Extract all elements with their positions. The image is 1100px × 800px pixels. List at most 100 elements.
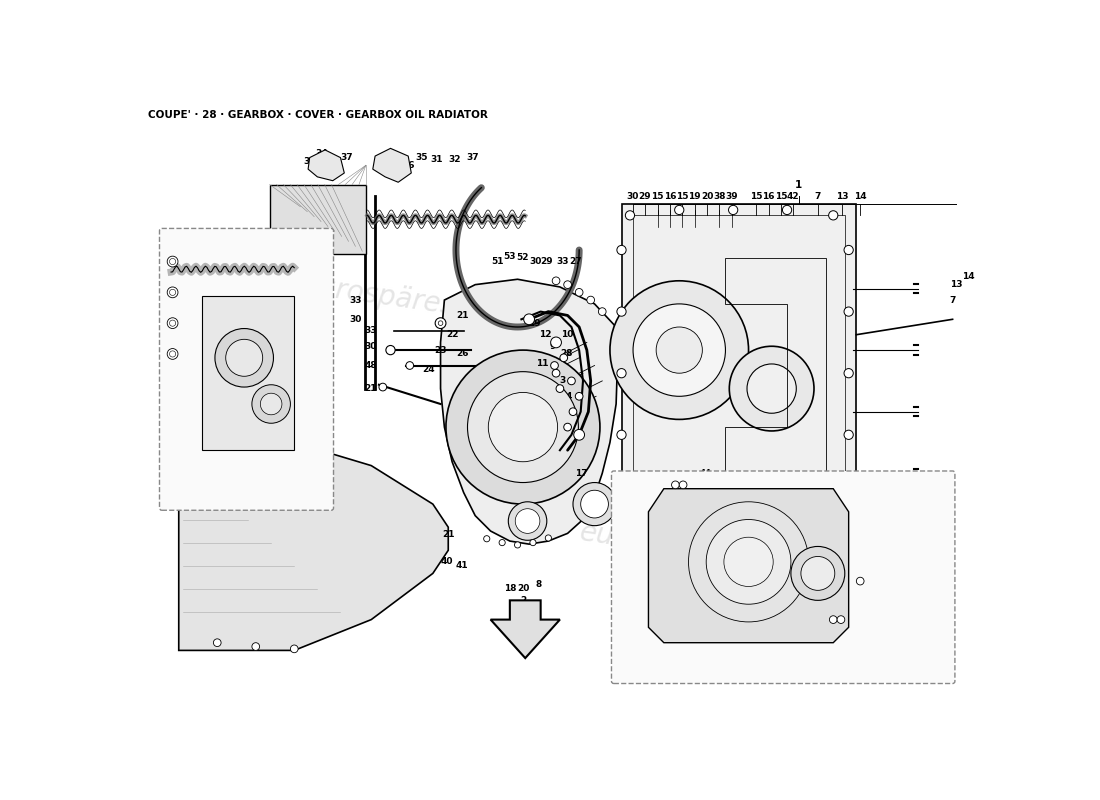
Text: 44: 44 <box>850 609 862 618</box>
Text: 33: 33 <box>167 246 178 254</box>
Text: 29: 29 <box>638 192 651 201</box>
Polygon shape <box>308 150 344 181</box>
Text: 21: 21 <box>455 311 469 320</box>
Text: 30: 30 <box>364 342 376 350</box>
Text: 14: 14 <box>961 273 975 282</box>
Circle shape <box>617 430 626 439</box>
Circle shape <box>706 519 791 604</box>
Circle shape <box>586 296 595 304</box>
Text: 36: 36 <box>402 161 415 170</box>
Circle shape <box>829 616 837 623</box>
Circle shape <box>214 329 274 387</box>
Text: 16: 16 <box>762 192 774 201</box>
Text: 27: 27 <box>569 257 582 266</box>
Circle shape <box>488 393 558 462</box>
Circle shape <box>674 518 684 528</box>
Circle shape <box>801 557 835 590</box>
Text: 2: 2 <box>520 596 527 605</box>
Text: 43: 43 <box>670 503 681 513</box>
Circle shape <box>436 318 446 329</box>
Text: 44: 44 <box>700 469 712 478</box>
Text: 33: 33 <box>556 257 569 266</box>
Text: 4: 4 <box>565 392 572 401</box>
Circle shape <box>675 489 822 635</box>
Text: 13: 13 <box>950 280 962 289</box>
Text: 30: 30 <box>350 314 362 324</box>
FancyBboxPatch shape <box>160 229 333 510</box>
Circle shape <box>546 535 551 541</box>
Text: 33: 33 <box>364 326 376 335</box>
Circle shape <box>560 354 568 362</box>
Circle shape <box>167 256 178 267</box>
Circle shape <box>167 318 178 329</box>
Text: 50: 50 <box>201 233 213 242</box>
Text: 15: 15 <box>676 192 689 201</box>
Circle shape <box>524 314 535 325</box>
Circle shape <box>671 481 680 489</box>
Text: 12: 12 <box>658 509 670 518</box>
Circle shape <box>446 350 600 504</box>
Text: 11: 11 <box>536 359 549 369</box>
Text: 9: 9 <box>550 342 557 350</box>
Circle shape <box>167 287 178 298</box>
Circle shape <box>729 346 814 431</box>
Text: 49: 49 <box>234 233 246 242</box>
Text: 30: 30 <box>192 369 204 378</box>
Text: 11: 11 <box>647 514 658 522</box>
Circle shape <box>169 258 176 265</box>
Circle shape <box>552 370 560 377</box>
Circle shape <box>169 290 176 295</box>
Circle shape <box>378 383 387 391</box>
Circle shape <box>290 645 298 653</box>
Text: 39: 39 <box>725 192 738 201</box>
Circle shape <box>386 346 395 354</box>
Text: 6: 6 <box>527 396 534 405</box>
Text: 41: 41 <box>455 562 469 570</box>
Circle shape <box>656 327 703 373</box>
Circle shape <box>617 307 626 316</box>
Circle shape <box>169 320 176 326</box>
Circle shape <box>563 281 572 289</box>
Text: 15: 15 <box>774 192 788 201</box>
Text: eurospäres: eurospäres <box>639 226 796 274</box>
Text: 47: 47 <box>876 602 887 612</box>
Circle shape <box>574 430 584 440</box>
Text: 47: 47 <box>670 475 681 484</box>
Text: 7: 7 <box>815 192 821 201</box>
Circle shape <box>828 210 838 220</box>
Circle shape <box>252 442 260 450</box>
Circle shape <box>598 308 606 315</box>
Circle shape <box>680 481 686 489</box>
Text: 30: 30 <box>627 192 639 201</box>
Circle shape <box>515 509 540 534</box>
Text: eurospäres: eurospäres <box>578 518 735 567</box>
Polygon shape <box>649 489 849 642</box>
Polygon shape <box>491 600 560 658</box>
Text: 24: 24 <box>422 365 436 374</box>
Circle shape <box>551 362 559 370</box>
Text: F1: F1 <box>774 666 792 678</box>
Text: 40: 40 <box>440 558 453 566</box>
Circle shape <box>724 538 773 586</box>
Circle shape <box>844 430 854 439</box>
Circle shape <box>468 372 579 482</box>
Text: 38: 38 <box>713 192 726 201</box>
Text: 37: 37 <box>340 153 353 162</box>
Circle shape <box>515 542 520 548</box>
Text: 17: 17 <box>575 469 587 478</box>
Circle shape <box>625 514 635 522</box>
Circle shape <box>569 408 576 415</box>
Circle shape <box>438 321 443 326</box>
Bar <box>270 185 366 254</box>
Text: 3: 3 <box>559 376 565 386</box>
Circle shape <box>252 642 260 650</box>
Circle shape <box>828 514 838 522</box>
Circle shape <box>563 423 572 431</box>
Text: 47: 47 <box>878 590 890 599</box>
Text: 25: 25 <box>530 376 542 386</box>
Circle shape <box>167 349 178 359</box>
Text: 31: 31 <box>430 155 443 165</box>
Text: 8: 8 <box>536 581 542 590</box>
Text: 10: 10 <box>561 330 573 339</box>
Polygon shape <box>621 204 856 527</box>
